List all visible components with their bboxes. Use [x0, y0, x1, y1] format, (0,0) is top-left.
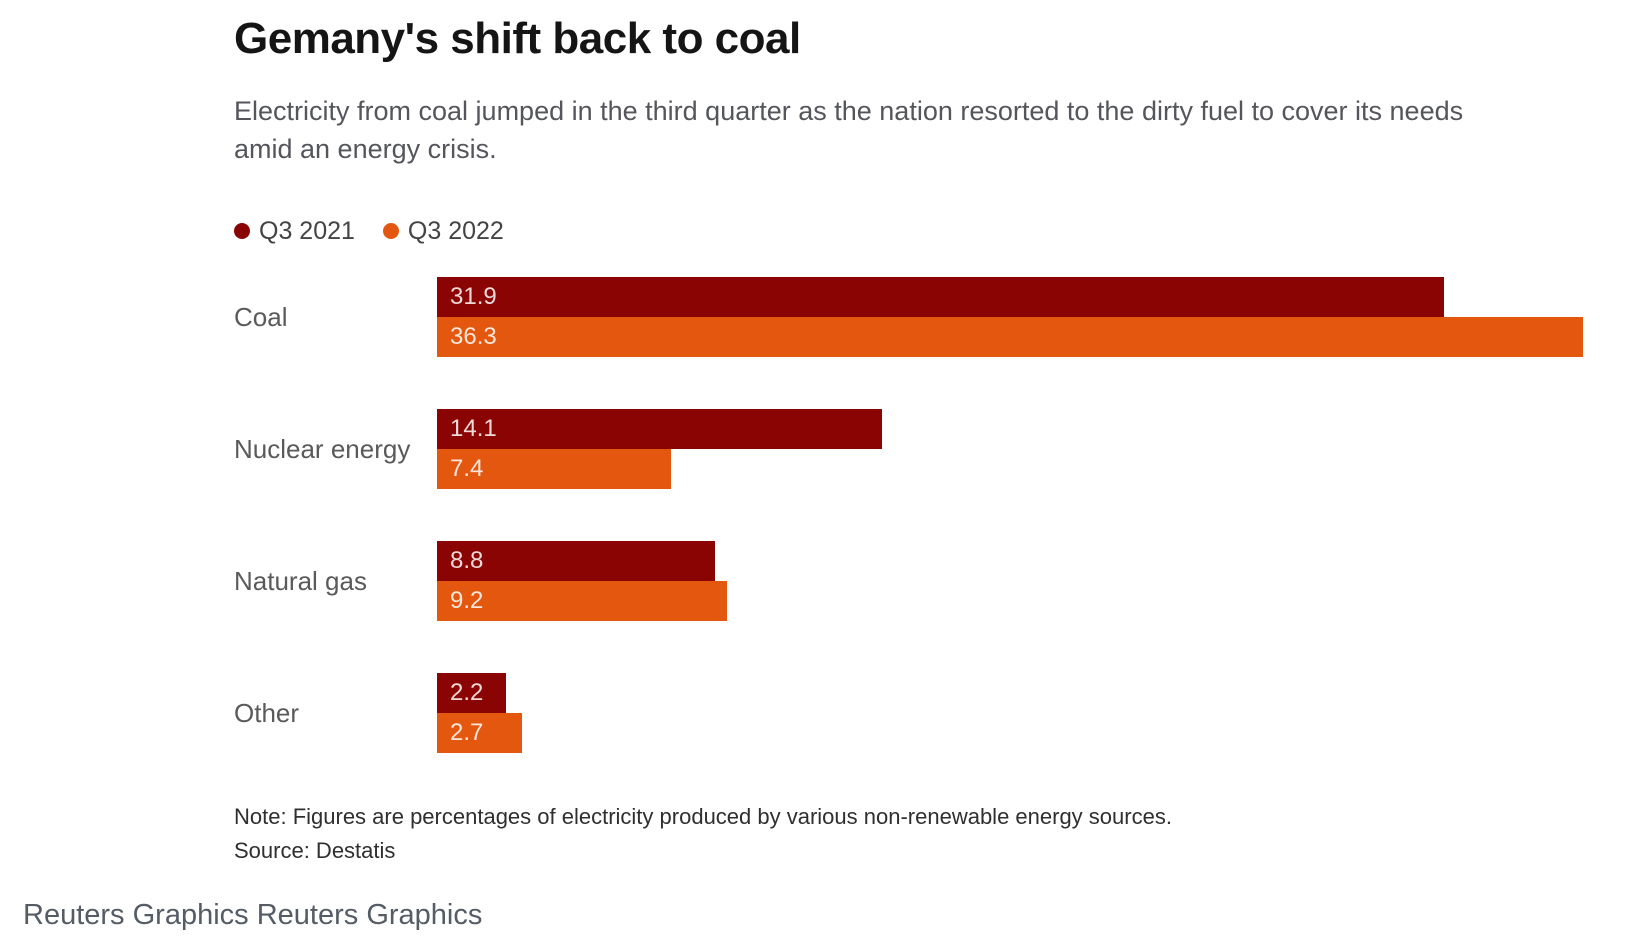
bar-value-label: 36.3	[450, 323, 497, 351]
bar-value-label: 14.1	[450, 415, 497, 443]
chart-note: Note: Figures are percentages of electri…	[234, 804, 1172, 830]
reuters-graphics-link[interactable]: Reuters Graphics	[256, 899, 483, 931]
chart-row: Nuclear energy 14.1 7.4	[234, 409, 1583, 490]
bar-value-label: 8.8	[450, 547, 484, 575]
bar-q3-2022[interactable]: 9.2	[437, 581, 728, 622]
category-label: Coal	[234, 301, 288, 332]
bar-q3-2022[interactable]: 2.7	[437, 713, 523, 754]
category-label: Natural gas	[234, 565, 367, 596]
category-label: Other	[234, 697, 300, 728]
page-footer: Reuters Graphics Reuters Graphics	[23, 899, 482, 932]
chart-row: Other 2.2 2.7	[234, 673, 1583, 754]
bar-q3-2021[interactable]: 14.1	[437, 409, 883, 450]
bar-q3-2021[interactable]: 31.9	[437, 277, 1445, 318]
chart-title: Gemany's shift back to coal	[234, 14, 801, 63]
legend-item-q3-2021: Q3 2021	[234, 217, 355, 246]
bar-q3-2022[interactable]: 36.3	[437, 317, 1583, 358]
bar-q3-2022[interactable]: 7.4	[437, 449, 671, 490]
bar-group: 2.2 2.7	[437, 673, 1583, 754]
bar-value-label: 31.9	[450, 283, 497, 311]
bar-value-label: 2.2	[450, 679, 484, 707]
chart-legend: Q3 2021 Q3 2022	[234, 216, 1583, 246]
legend-swatch-q3-2022-icon	[382, 223, 399, 240]
bar-q3-2021[interactable]: 8.8	[437, 541, 715, 582]
bar-q3-2021[interactable]: 2.2	[437, 673, 507, 714]
chart-source: Source: Destatis	[234, 838, 396, 864]
bar-group: 8.8 9.2	[437, 541, 1583, 622]
category-label: Nuclear energy	[234, 433, 411, 464]
bar-value-label: 9.2	[450, 587, 484, 615]
bar-group: 31.9 36.3	[437, 277, 1583, 358]
bar-value-label: 7.4	[450, 455, 484, 483]
legend-label-q3-2022: Q3 2022	[407, 216, 504, 245]
bar-value-label: 2.7	[450, 719, 484, 747]
chart-row: Natural gas 8.8 9.2	[234, 541, 1583, 622]
legend-swatch-q3-2021-icon	[234, 223, 250, 240]
legend-label-q3-2021: Q3 2021	[259, 216, 355, 245]
chart-subtitle: Electricity from coal jumped in the thir…	[234, 96, 1464, 165]
chart-row: Coal 31.9 36.3	[234, 277, 1583, 358]
bar-chart: Coal 31.9 36.3 Nuclear energy 14.1 7.4 Natural…	[234, 277, 1583, 754]
bar-group: 14.1 7.4	[437, 409, 1583, 490]
reuters-graphics-link[interactable]: Reuters Graphics	[23, 899, 249, 931]
chart-article: Gemany's shift back to coal Electricity …	[234, 0, 1583, 865]
legend-item-q3-2022: Q3 2022	[382, 216, 504, 246]
